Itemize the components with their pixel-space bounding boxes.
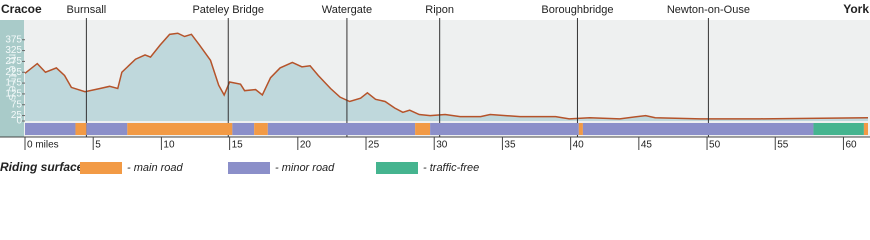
y-tick-label: 175 [5,78,22,89]
surface-segment [582,123,814,135]
elevation-line [24,32,869,120]
legend-swatch [80,162,122,174]
y-tick-label: 75 [11,99,23,110]
chart: metres Riding surface: 02575125175225275… [0,2,870,174]
surface-segment [863,123,868,135]
legend-label: - main road [127,162,184,174]
town-label: Boroughbridge [541,4,613,16]
surface-segment [25,123,76,135]
x-tick-label: 15 [232,140,244,151]
y-tick-label: 225 [5,67,22,78]
surface-segment [232,123,255,135]
x-tick-label: 50 [709,140,721,151]
y-tick-label: 25 [11,110,23,121]
surface-segment [813,123,864,135]
town-label: Burnsall [67,4,107,16]
surface-segment [127,123,233,135]
town-label: Watergate [322,4,372,16]
legend-label: - minor road [275,162,335,174]
legend-swatch [376,162,418,174]
town-label: Cracoe [1,2,42,16]
surface-segment [267,123,416,135]
y-tick-label: 0 [16,116,22,127]
x-tick-label: 60 [845,140,857,151]
y-tick-label: 325 [5,45,22,56]
town-label: Ripon [425,4,454,16]
surface-segment [86,123,128,135]
axis-band [0,20,24,137]
page: metres Riding surface: 0 25 75 125 175 225 275… [0,2,870,175]
y-tick-label: 275 [5,56,22,67]
surface-segment [415,123,431,135]
legend-title: Riding surface: [0,160,87,174]
y-tick-label: 375 [5,34,22,45]
surface-segment [254,123,268,135]
x-tick-label: 35 [504,140,516,151]
surface-segment [578,123,583,135]
x-tick-label: 25 [368,140,380,151]
x-tick-label: 5 [95,140,101,151]
surface-segment [75,123,87,135]
x-tick-label: 20 [300,140,312,151]
surface-segment [430,123,579,135]
elevation-area [25,33,868,121]
x-tick-label: 0 miles [27,140,59,151]
y-tick-label: 125 [5,89,22,100]
town-label: Newton-on-Ouse [667,4,750,16]
x-tick-label: 40 [573,140,585,151]
x-tick-label: 30 [436,140,448,151]
legend-label: - traffic-free [423,162,479,174]
legend-swatch [228,162,270,174]
town-label: Pateley Bridge [192,4,264,16]
town-label: York [843,2,869,16]
x-tick-label: 55 [777,140,789,151]
x-tick-label: 10 [163,140,175,151]
y-axis-label: metres [6,54,20,103]
x-tick-label: 45 [641,140,653,151]
